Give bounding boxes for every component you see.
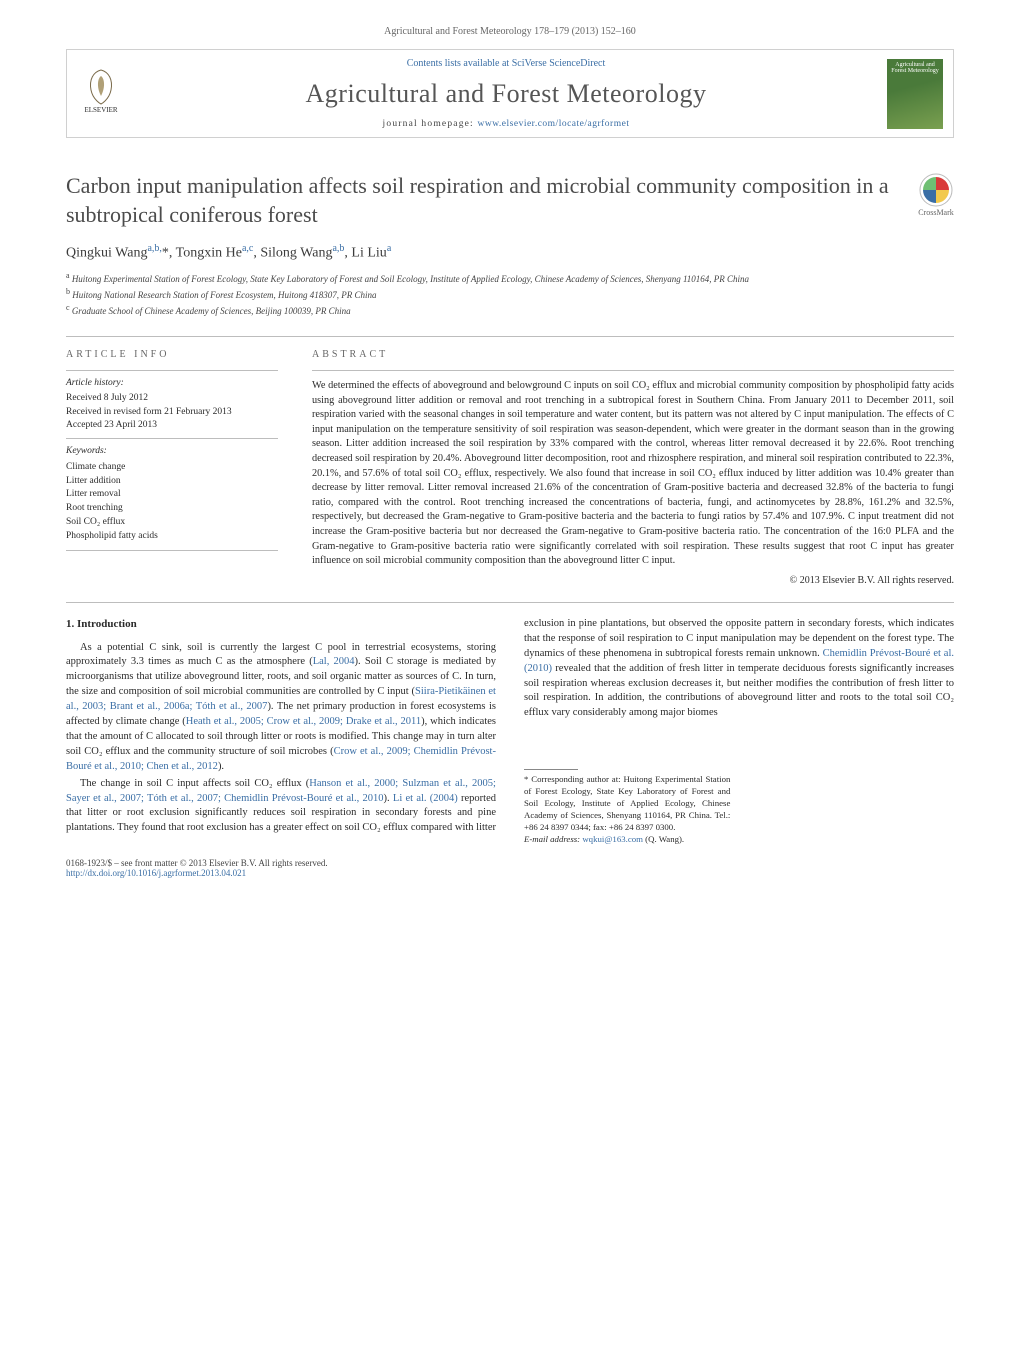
history-item: Received 8 July 2012 [66, 392, 278, 405]
divider [66, 336, 954, 337]
affiliations: a Huitong Experimental Station of Forest… [66, 270, 954, 318]
footnote-rule [524, 769, 578, 770]
keywords-label: Keywords: [66, 445, 278, 459]
running-header: Agricultural and Forest Meteorology 178–… [66, 26, 954, 37]
doi-link[interactable]: http://dx.doi.org/10.1016/j.agrformet.20… [66, 868, 246, 878]
homepage-label: journal homepage: [383, 119, 478, 129]
article-info-heading: article info [66, 349, 278, 360]
abstract-text: We determined the effects of aboveground… [312, 370, 954, 569]
body-paragraph: As a potential C sink, soil is currently… [66, 641, 496, 775]
issn-line: 0168-1923/$ – see front matter © 2013 El… [66, 858, 954, 868]
keyword: Soil CO₂ efflux [66, 516, 278, 530]
elsevier-logo: ELSEVIER [77, 66, 125, 122]
history-label: Article history: [66, 377, 278, 390]
authors-line: Qingkui Wanga,b,*, Tongxin Hea,c, Silong… [66, 243, 954, 262]
copyright-line: © 2013 Elsevier B.V. All rights reserved… [312, 575, 954, 586]
corresponding-author-footnote: * Corresponding author at: Huitong Exper… [524, 774, 730, 833]
journal-cover-thumbnail: Agricultural and Forest Meteorology [887, 59, 943, 129]
keyword: Climate change [66, 461, 278, 475]
crossmark-badge[interactable]: CrossMark [918, 172, 954, 217]
abstract-heading: abstract [312, 349, 954, 360]
email-person: (Q. Wang). [643, 834, 684, 844]
keyword: Litter removal [66, 488, 278, 502]
history-item: Received in revised form 21 February 201… [66, 406, 278, 419]
article-history: Article history: Received 8 July 2012 Re… [66, 370, 278, 432]
history-item: Accepted 23 April 2013 [66, 419, 278, 432]
section-heading: 1. Introduction [66, 617, 496, 633]
elsevier-label: ELSEVIER [84, 106, 117, 114]
email-label: E-mail address: [524, 834, 582, 844]
body-text: 1. Introduction As a potential C sink, s… [66, 617, 954, 846]
article-info-sidebar: article info Article history: Received 8… [66, 349, 278, 586]
crossmark-label: CrossMark [918, 208, 954, 217]
article-title: Carbon input manipulation affects soil r… [66, 172, 900, 229]
journal-header-box: ELSEVIER Contents lists available at Sci… [66, 49, 954, 138]
sciencedirect-link[interactable]: SciVerse ScienceDirect [512, 58, 606, 69]
divider [66, 602, 954, 603]
email-link[interactable]: wqkui@163.com [582, 834, 643, 844]
contents-prefix: Contents lists available at [407, 58, 512, 69]
keyword: Phospholipid fatty acids [66, 530, 278, 544]
header-center: Contents lists available at SciVerse Sci… [139, 58, 873, 129]
keyword: Litter addition [66, 475, 278, 489]
journal-name: Agricultural and Forest Meteorology [139, 79, 873, 109]
issn-copyright-line: 0168-1923/$ – see front matter © 2013 El… [66, 858, 954, 878]
footnotes: * Corresponding author at: Huitong Exper… [524, 763, 730, 845]
keyword: Root trenching [66, 502, 278, 516]
abstract-section: abstract We determined the effects of ab… [312, 349, 954, 586]
keywords-block: Keywords: Climate change Litter addition… [66, 438, 278, 550]
homepage-link[interactable]: www.elsevier.com/locate/agrformet [477, 119, 629, 129]
